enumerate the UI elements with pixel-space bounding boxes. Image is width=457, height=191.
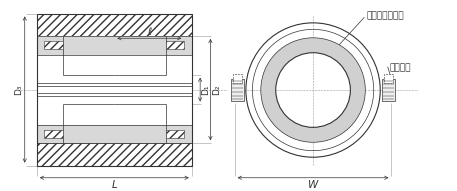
Bar xyxy=(37,14,192,36)
Bar xyxy=(384,74,393,83)
Text: D₁: D₁ xyxy=(202,84,211,95)
Text: D₃: D₃ xyxy=(14,84,23,95)
Bar xyxy=(165,41,184,49)
Bar xyxy=(44,130,63,138)
Bar xyxy=(231,79,244,101)
Text: ℓ: ℓ xyxy=(147,27,151,37)
Text: ゴムパッキング: ゴムパッキング xyxy=(366,12,404,21)
Bar xyxy=(233,74,242,83)
Bar xyxy=(382,79,395,101)
Bar xyxy=(37,14,192,166)
Text: W: W xyxy=(308,180,318,190)
Bar xyxy=(44,41,63,49)
Text: 取付ネジ: 取付ネジ xyxy=(389,63,411,72)
Bar xyxy=(37,75,192,104)
Bar xyxy=(165,130,184,138)
Polygon shape xyxy=(261,38,365,142)
Bar xyxy=(37,36,192,55)
Bar xyxy=(37,143,192,166)
Text: D₂: D₂ xyxy=(212,84,221,95)
Text: L: L xyxy=(112,180,117,190)
Bar xyxy=(37,125,192,143)
